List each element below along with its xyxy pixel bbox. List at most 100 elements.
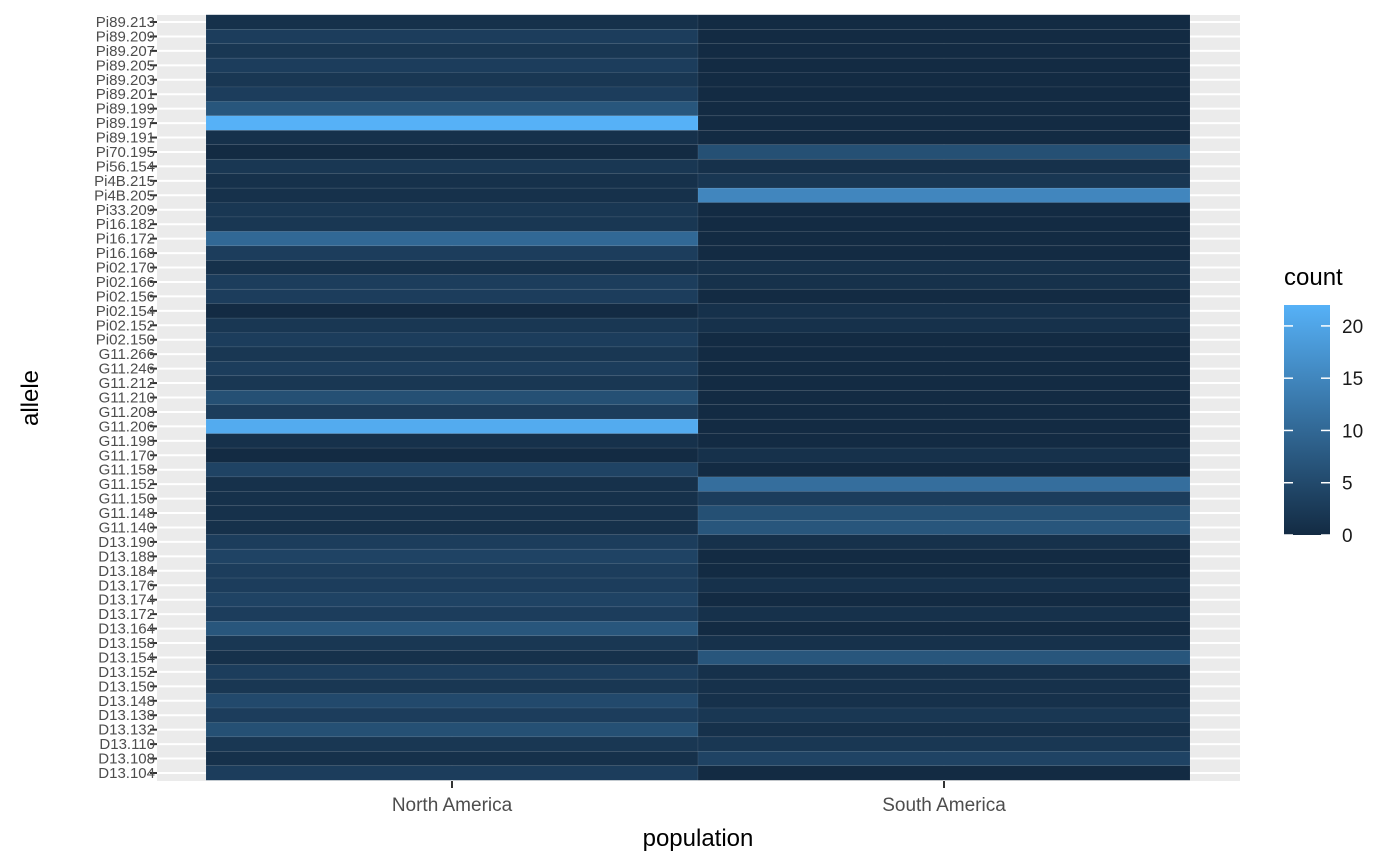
- y-tick-label: G11.208: [99, 404, 155, 421]
- heatmap-tile: [205, 736, 699, 752]
- y-tick-label: Pi16.172: [96, 231, 155, 248]
- heatmap-tile: [697, 231, 1191, 247]
- heatmap-tile: [205, 101, 699, 117]
- heatmap-tile: [697, 43, 1191, 59]
- heatmap-tile: [697, 14, 1191, 30]
- heatmap-tile: [697, 722, 1191, 738]
- heatmap-tile: [697, 28, 1191, 44]
- heatmap-tile: [697, 317, 1191, 333]
- heatmap-tile: [205, 447, 699, 463]
- y-tick-label: D13.154: [98, 649, 155, 666]
- x-tick-label: North America: [392, 795, 513, 816]
- heatmap-tile: [205, 28, 699, 44]
- y-tick-label: G11.266: [99, 346, 155, 363]
- heatmap-tile: [697, 57, 1191, 73]
- heatmap-tile: [205, 606, 699, 622]
- heatmap-tile: [205, 390, 699, 405]
- y-tick-label: Pi89.197: [96, 115, 155, 132]
- y-tick-label: G11.170: [99, 447, 155, 464]
- heatmap-tile: [697, 678, 1191, 694]
- heatmap-tile: [205, 649, 699, 665]
- heatmap-tile: [697, 505, 1191, 521]
- y-tick-label: D13.150: [98, 678, 155, 695]
- heatmap-tile: [697, 404, 1191, 420]
- heatmap-tile: [697, 375, 1191, 391]
- heatmap-tile: [205, 187, 699, 203]
- heatmap-tile: [205, 288, 699, 304]
- heatmap-tile: [205, 158, 699, 174]
- heatmap-tile: [205, 57, 699, 73]
- y-tick-label: Pi70.195: [96, 144, 155, 161]
- heatmap-tile: [205, 678, 699, 694]
- heatmap-tile: [697, 361, 1191, 377]
- heatmap-tile: [697, 72, 1191, 88]
- heatmap-tile: [697, 390, 1191, 405]
- y-tick-label: Pi33.209: [96, 202, 155, 219]
- heatmap-tile: [697, 288, 1191, 304]
- heatmap-tile: [205, 635, 699, 651]
- legend-tick-label: 15: [1342, 369, 1363, 390]
- heatmap-tile: [697, 303, 1191, 319]
- heatmap-tile: [697, 462, 1191, 478]
- y-tick-label: Pi89.205: [96, 57, 155, 74]
- y-tick-label: G11.212: [99, 375, 155, 392]
- heatmap-tile: [697, 707, 1191, 723]
- heatmap-tile: [205, 534, 699, 550]
- y-tick-label: G11.198: [99, 433, 155, 450]
- heatmap-tile: [697, 187, 1191, 203]
- heatmap-tile: [697, 649, 1191, 665]
- y-tick-label: Pi89.191: [96, 130, 155, 147]
- heatmap-tile: [205, 202, 699, 218]
- y-tick-label: G11.152: [99, 476, 155, 493]
- legend-tick-label: 10: [1342, 421, 1363, 442]
- y-tick-label: G11.150: [99, 491, 155, 508]
- heatmap-tile: [205, 621, 699, 637]
- heatmap-tile: [697, 534, 1191, 550]
- heatmap-tile: [205, 592, 699, 608]
- y-tick-label: G11.210: [99, 390, 155, 407]
- heatmap-tile: [697, 563, 1191, 579]
- y-tick-label: Pi02.152: [96, 317, 155, 334]
- legend-tick-label: 0: [1342, 526, 1353, 547]
- y-tick-label: G11.246: [99, 361, 155, 378]
- heatmap-tile: [697, 130, 1191, 146]
- legend: count 0 5 10 15 20: [1284, 264, 1363, 547]
- heatmap-tile: [205, 505, 699, 521]
- heatmap-tile: [205, 115, 699, 131]
- heatmap-tile: [205, 707, 699, 723]
- y-tick-label: Pi89.209: [96, 28, 155, 45]
- y-axis-ticks: Pi89.213Pi89.209Pi89.207Pi89.205Pi89.203…: [94, 14, 157, 782]
- heatmap-tile: [205, 765, 699, 781]
- heatmap-tile: [697, 548, 1191, 564]
- heatmap-tile: [205, 260, 699, 275]
- heatmap-tile: [697, 736, 1191, 752]
- legend-tick-label: 5: [1342, 474, 1353, 495]
- y-tick-label: D13.176: [98, 577, 155, 594]
- heatmap-tile: [697, 664, 1191, 680]
- heatmap-tile: [205, 476, 699, 492]
- heatmap-tile: [205, 245, 699, 261]
- y-tick-label: Pi89.203: [96, 72, 155, 89]
- y-tick-label: Pi02.154: [96, 303, 155, 320]
- y-tick-label: Pi4B.215: [94, 173, 155, 190]
- y-tick-label: G11.140: [99, 519, 155, 536]
- y-tick-label: G11.158: [99, 462, 155, 479]
- y-tick-label: D13.190: [98, 534, 155, 551]
- legend-ticks: 0 5 10 15 20: [1284, 317, 1363, 547]
- heatmap-tile: [205, 563, 699, 579]
- y-tick-label: Pi16.168: [96, 245, 155, 262]
- heatmap-tile: [205, 491, 699, 507]
- heatmap-tile: [205, 274, 699, 290]
- heatmap-tile: [697, 101, 1191, 117]
- y-tick-label: G11.148: [99, 505, 155, 522]
- legend-tick-label: 20: [1342, 317, 1363, 338]
- heatmap-tile: [205, 751, 699, 767]
- heatmap-tile: [205, 548, 699, 564]
- x-axis-ticks: North America South America: [392, 781, 1006, 816]
- heatmap-tile: [205, 43, 699, 59]
- heatmap-tile: [205, 722, 699, 738]
- y-tick-label: D13.104: [98, 765, 155, 782]
- y-tick-label: D13.108: [98, 751, 155, 768]
- y-tick-label: Pi16.182: [96, 216, 155, 233]
